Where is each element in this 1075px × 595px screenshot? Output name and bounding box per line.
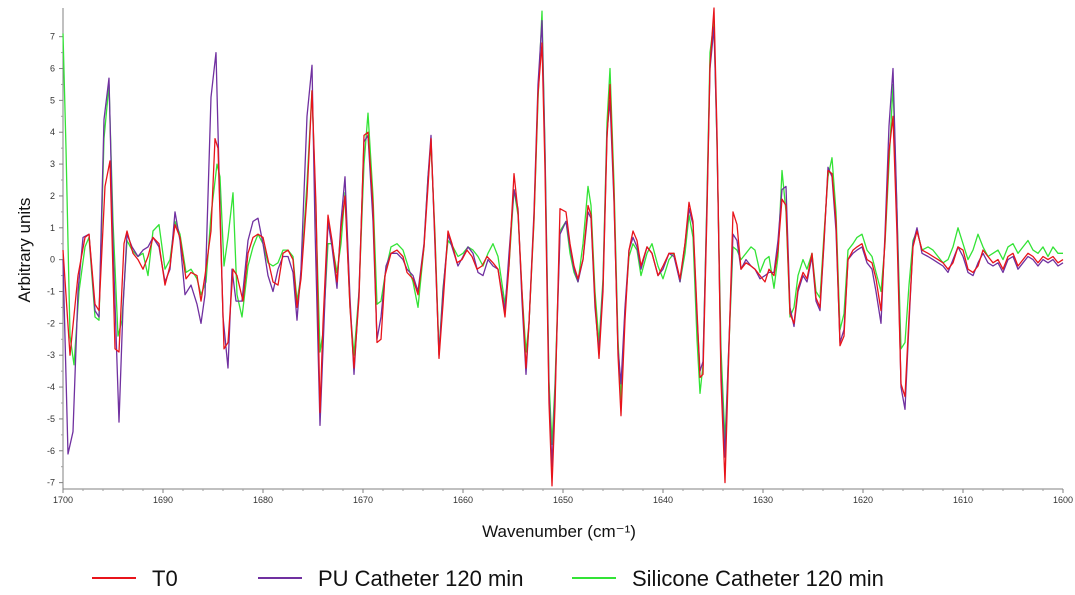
legend-label: Silicone Catheter 120 min: [632, 566, 884, 591]
legend-label: T0: [152, 566, 178, 591]
series-line-0: [62, 7, 1064, 487]
y-tick-label: -4: [47, 382, 55, 392]
y-tick-label: -3: [47, 350, 55, 360]
series-line-1: [62, 20, 1064, 468]
series-lines: [62, 7, 1064, 487]
legend: T0 PU Catheter 120 min Silicone Catheter 1…: [92, 566, 884, 591]
legend-label: PU Catheter 120 min: [318, 566, 523, 591]
x-tick-label: 1660: [453, 495, 473, 505]
x-axis-title: Wavenumber (cm⁻¹): [482, 522, 636, 541]
y-tick-label: 0: [50, 255, 55, 265]
x-tick-label: 1640: [653, 495, 673, 505]
y-tick-label: -6: [47, 446, 55, 456]
y-tick-label: 7: [50, 32, 55, 42]
x-tick-label: 1690: [153, 495, 173, 505]
x-tick-label: 1600: [1053, 495, 1073, 505]
y-ticks: -7 -6 -5 -4 -3 -2 -1 0 1 2 3 4 5 6 7: [47, 32, 63, 488]
y-tick-label: -2: [47, 318, 55, 328]
x-tick-label: 1630: [753, 495, 773, 505]
x-ticks: 1700 1690 1680 1670 1660 1650 1640 1630 1620 1610…: [53, 489, 1073, 505]
x-tick-label: 1650: [553, 495, 573, 505]
y-tick-label: 6: [50, 64, 55, 74]
x-tick-label: 1620: [853, 495, 873, 505]
y-tick-label: -1: [47, 287, 55, 297]
y-tick-label: 1: [50, 223, 55, 233]
y-tick-label: 2: [50, 191, 55, 201]
x-tick-label: 1680: [253, 495, 273, 505]
x-tick-label: 1670: [353, 495, 373, 505]
y-tick-label: 3: [50, 159, 55, 169]
y-tick-label: -5: [47, 414, 55, 424]
x-tick-label: 1610: [953, 495, 973, 505]
y-tick-label: 5: [50, 95, 55, 105]
x-tick-label: 1700: [53, 495, 73, 505]
y-axis-title: Arbitrary units: [15, 198, 34, 303]
y-tick-label: 4: [50, 127, 55, 137]
y-tick-label: -7: [47, 478, 55, 488]
